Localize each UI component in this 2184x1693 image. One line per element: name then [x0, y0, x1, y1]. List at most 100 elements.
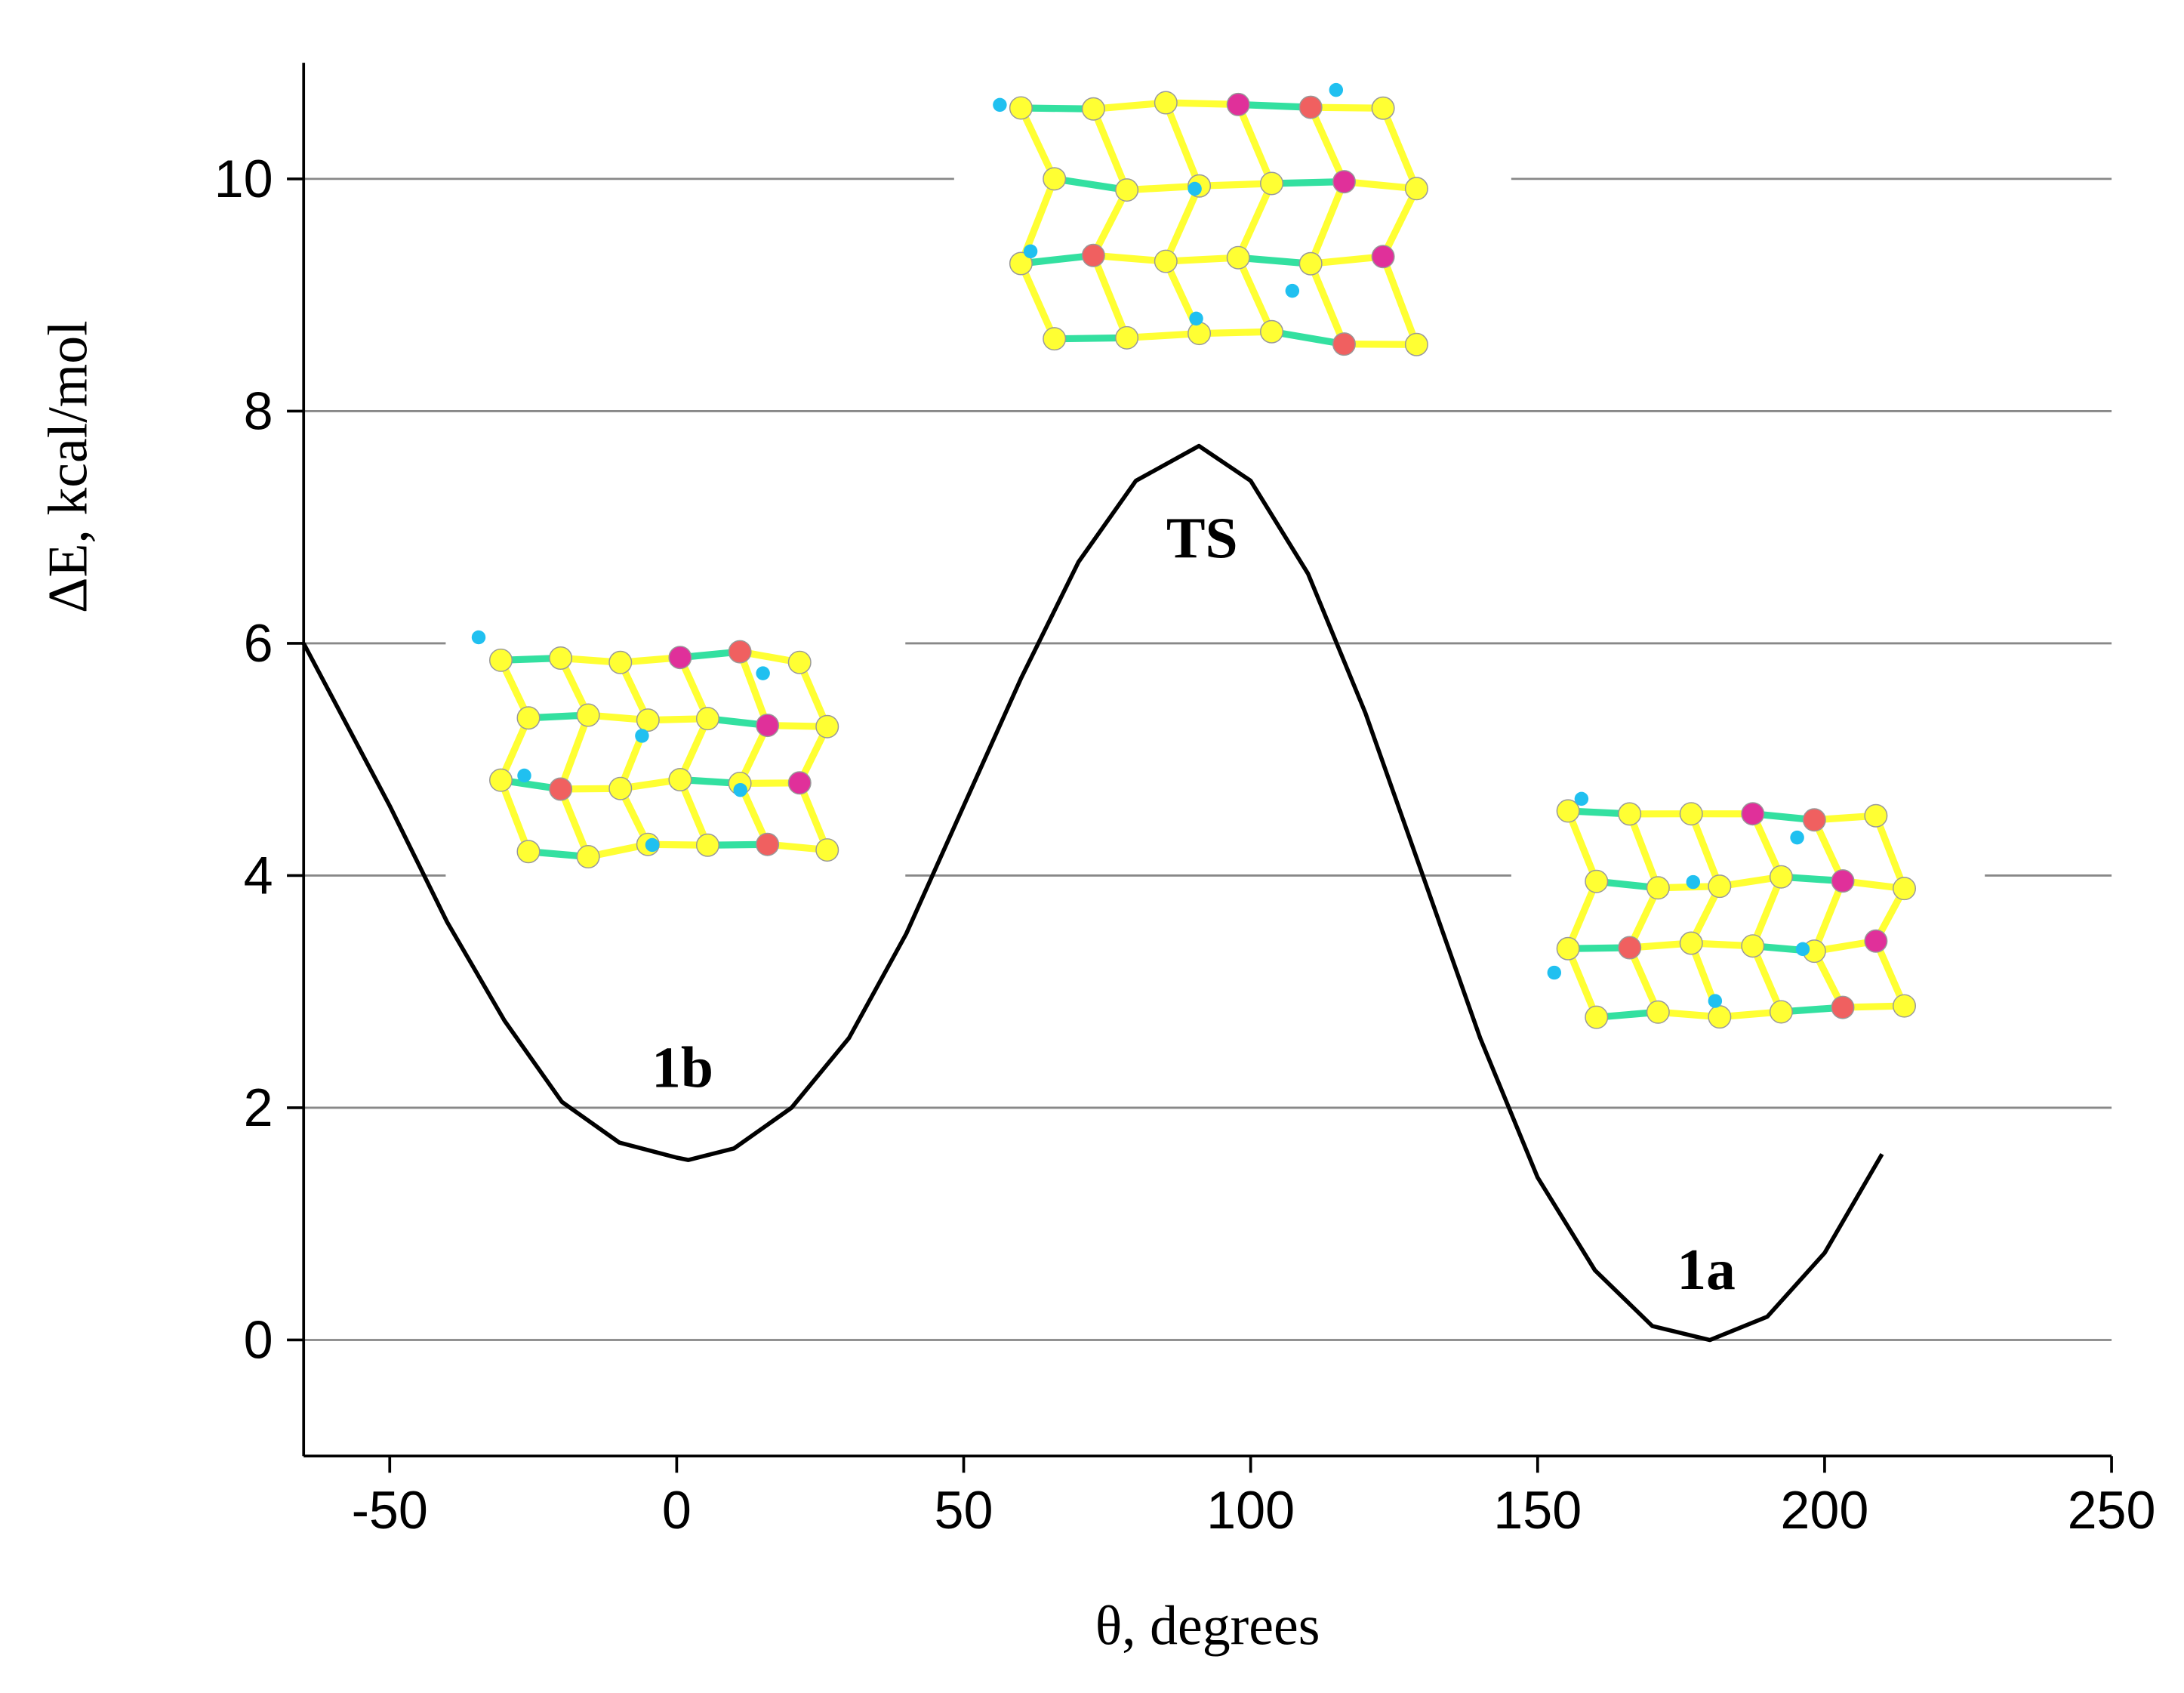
y-axis-label: ΔE, kcal/mol — [36, 320, 98, 613]
bond — [1271, 178, 1345, 187]
atom — [1115, 178, 1139, 202]
bond — [1235, 182, 1275, 260]
bond — [1053, 175, 1128, 194]
atom-h — [1547, 965, 1562, 980]
atom — [1556, 936, 1580, 961]
bond — [1199, 180, 1272, 190]
atom — [668, 767, 692, 791]
bond — [1344, 341, 1417, 348]
atom — [1802, 808, 1826, 832]
bond — [1271, 328, 1345, 348]
atom — [576, 703, 600, 727]
atom-h — [1023, 244, 1038, 259]
atom-h — [517, 768, 531, 783]
atom-h — [993, 97, 1007, 113]
atom — [1043, 327, 1067, 351]
atom — [1741, 934, 1765, 958]
atom — [1226, 92, 1250, 116]
molecule — [471, 630, 839, 869]
bond — [1021, 104, 1094, 113]
atom — [1585, 869, 1609, 893]
bond — [1235, 256, 1275, 334]
bond — [1166, 99, 1239, 109]
atom — [1679, 802, 1703, 826]
atom — [787, 771, 812, 795]
bond — [1310, 253, 1384, 267]
x-tick-label: 200 — [1780, 1481, 1868, 1540]
bond — [1307, 180, 1348, 266]
atom — [1769, 1000, 1793, 1024]
x-axis-label: θ, degrees — [1095, 1594, 1320, 1656]
x-tick-label: 0 — [662, 1481, 692, 1540]
bond — [1018, 106, 1058, 180]
annotation: 1b — [652, 1035, 713, 1099]
bond — [1163, 101, 1203, 187]
atom — [756, 714, 780, 738]
atom — [695, 833, 719, 857]
bond — [1564, 947, 1600, 1019]
x-tick-label: 50 — [935, 1481, 993, 1540]
atom-h — [756, 666, 770, 680]
atom — [668, 646, 692, 670]
bond — [1872, 939, 1908, 1007]
x-tick-label: 100 — [1206, 1481, 1295, 1540]
atom — [608, 776, 633, 800]
molecule — [1547, 791, 1917, 1029]
bond — [796, 782, 831, 852]
bond — [1379, 187, 1420, 258]
atom — [549, 646, 573, 670]
atom-h — [1285, 283, 1300, 298]
bond — [1687, 813, 1723, 888]
atom — [1332, 332, 1356, 356]
y-tick-label: 0 — [244, 1310, 273, 1369]
atom — [1115, 325, 1139, 350]
molecule — [993, 82, 1428, 356]
atom-h — [1795, 942, 1810, 957]
bond — [1090, 254, 1130, 340]
bond — [1163, 184, 1203, 263]
bond — [1811, 879, 1847, 953]
bond — [676, 778, 711, 847]
atom — [636, 708, 660, 732]
bond — [1166, 254, 1239, 265]
atom — [1187, 322, 1212, 346]
bond — [1626, 946, 1662, 1014]
atom — [1404, 177, 1428, 201]
atom-h — [1574, 791, 1589, 806]
atom — [1081, 97, 1105, 121]
atom-h — [1329, 82, 1344, 97]
atom — [695, 707, 719, 731]
atom — [1154, 249, 1178, 273]
bond — [1872, 814, 1908, 890]
bond — [1749, 875, 1785, 948]
atom — [1769, 865, 1793, 889]
atom — [1708, 874, 1732, 899]
bond — [1311, 103, 1384, 112]
atom — [1831, 995, 1855, 1019]
atom — [787, 650, 812, 674]
bond — [1307, 262, 1348, 346]
atom-h — [1189, 311, 1203, 326]
y-tick-label: 4 — [244, 846, 273, 905]
atom — [1864, 803, 1888, 828]
y-tick-label: 8 — [244, 381, 273, 440]
atom — [1679, 931, 1703, 955]
bond — [1090, 107, 1130, 192]
bond — [1564, 880, 1600, 951]
atom — [1741, 802, 1765, 826]
atom — [576, 845, 600, 869]
atom — [488, 648, 513, 672]
atom-h — [1187, 181, 1202, 196]
bond — [1749, 944, 1785, 1013]
atom — [1646, 876, 1670, 900]
bond — [1199, 328, 1272, 338]
atom — [1646, 1000, 1670, 1024]
bond — [1092, 251, 1166, 265]
bond — [1564, 809, 1600, 883]
atom — [516, 840, 541, 864]
atom — [1618, 936, 1642, 960]
atom — [1371, 96, 1395, 120]
atom — [1404, 332, 1428, 356]
atom — [1226, 245, 1250, 270]
atom — [1009, 251, 1033, 276]
